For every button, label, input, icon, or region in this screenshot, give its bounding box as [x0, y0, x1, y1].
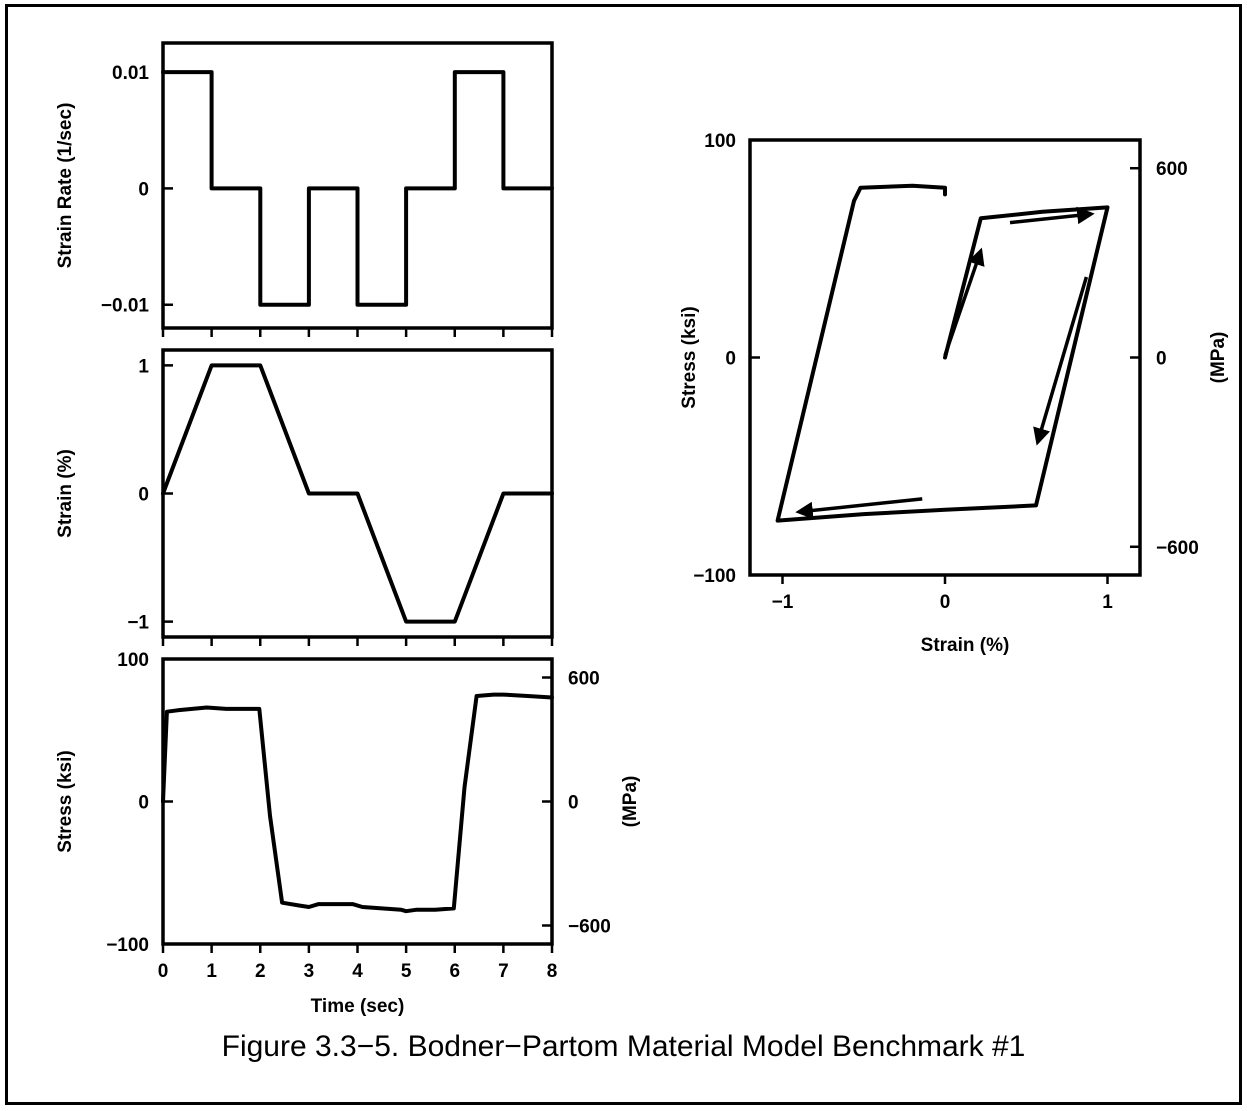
strain-y-tick-label: 1: [138, 356, 149, 377]
hysteresis-y2-tick-label: 600: [1156, 159, 1188, 180]
stress-time-panel: 0 1 2 3 4 5 6 7 8 100 0 −100 600 0 −600 Stress (ksi) (MP…: [55, 650, 641, 1017]
stress-time-x-tick-label: 5: [401, 961, 412, 982]
stress-time-x-tick-label: 3: [304, 961, 315, 982]
stress-time-plot-frame: [161, 657, 554, 946]
hysteresis-y2-tick-label: 0: [1156, 349, 1167, 370]
hysteresis-y-tick-label: −100: [693, 566, 736, 587]
stress-time-x-tick-label: 7: [498, 961, 509, 982]
stress-time-y-tick-label: 100: [117, 650, 149, 671]
stress-time-series-line: [161, 692, 554, 914]
stress-time-y2-axis-label: (MPa): [620, 776, 641, 828]
strain-rate-y-tick-label: 0.01: [112, 63, 149, 84]
hysteresis-direction-arrow: [943, 247, 985, 356]
strain-rate-y-axis-label: Strain Rate (1/sec): [55, 103, 76, 269]
strain-panel: 1 0 −1 Strain (%): [55, 348, 554, 646]
stress-strain-hysteresis-panel: −1 0 1 100 0 −100 600 0 −600 Stress (ksi) (MPa) Str…: [679, 131, 1229, 656]
strain-y-axis-label: Strain (%): [55, 449, 76, 538]
stress-time-y-tick-label: 0: [138, 793, 149, 814]
stress-time-x-tick-label: 4: [352, 961, 363, 982]
hysteresis-x-tick-label: 0: [940, 592, 951, 613]
hysteresis-x-axis-label: Strain (%): [921, 635, 1010, 656]
hysteresis-y-tick-label: 0: [725, 349, 736, 370]
strain-y-tick-label: 0: [138, 485, 149, 506]
stress-time-x-axis-label: Time (sec): [311, 996, 405, 1017]
hysteresis-direction-arrow: [1009, 206, 1095, 225]
stress-time-y-tick-label: −100: [106, 935, 149, 956]
strain-rate-series-line: [161, 70, 554, 307]
stress-time-y-axis-label: Stress (ksi): [55, 750, 76, 852]
hysteresis-x-tick-label: −1: [772, 592, 794, 613]
stress-time-y2-tick-label: 600: [568, 668, 600, 689]
stress-time-x-tick-label: 2: [255, 961, 266, 982]
stress-time-y2-tick-label: −600: [568, 917, 611, 938]
stress-time-x-tick-label: 6: [449, 961, 460, 982]
stress-time-y2-tick-label: 0: [568, 793, 579, 814]
hysteresis-x-tick-label: 1: [1102, 592, 1113, 613]
hysteresis-y2-tick-label: −600: [1156, 538, 1199, 559]
stress-time-x-tick-label: 1: [206, 961, 217, 982]
hysteresis-y-axis-label: Stress (ksi): [679, 306, 700, 408]
hysteresis-y-tick-label: 100: [704, 131, 736, 152]
stress-time-x-tick-label: 8: [547, 961, 558, 982]
stress-time-x-tick-label: 0: [158, 961, 169, 982]
strain-rate-y-tick-label: −0.01: [101, 296, 150, 317]
strain-series-line: [161, 363, 554, 624]
hysteresis-series-line: [775, 183, 1110, 523]
figure-caption: Figure 3.3−5. Bodner−Partom Material Mod…: [221, 1030, 1026, 1063]
strain-y-tick-label: −1: [127, 613, 149, 634]
strain-rate-y-tick-label: 0: [138, 179, 149, 200]
hysteresis-direction-arrow: [795, 497, 923, 520]
hysteresis-y2-axis-label: (MPa): [1208, 332, 1229, 384]
hysteresis-direction-arrow: [1033, 276, 1089, 446]
strain-rate-panel: 0.01 0 −0.01 Strain Rate (1/sec): [55, 41, 554, 337]
